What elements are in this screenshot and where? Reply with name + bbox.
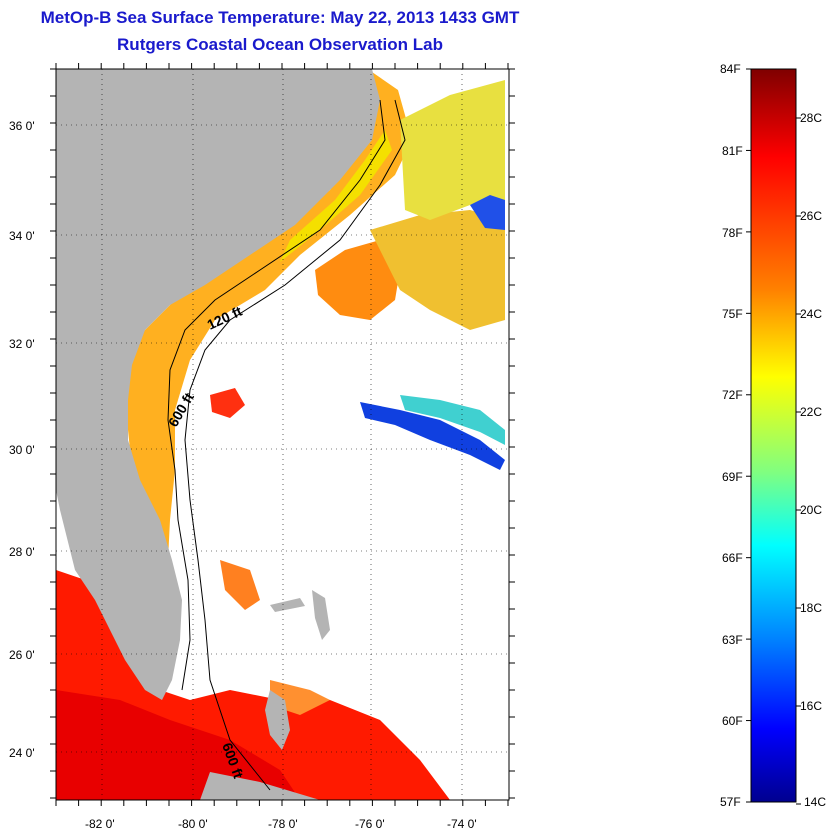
land-grand-bahama [270, 598, 305, 612]
lon-label-82: -82 0' [85, 817, 115, 831]
cb-f-69: 69F [722, 470, 743, 484]
contour-600ft [184, 99, 406, 791]
map-grid [56, 69, 509, 800]
lat-label-32: 32 0' [9, 337, 35, 351]
lon-label-74: -74 0' [447, 817, 477, 831]
sst-offshore-patch [370, 210, 505, 330]
map-title: MetOp-B Sea Surface Temperature: May 22,… [40, 8, 520, 27]
sst-gulf-red [56, 690, 300, 800]
cb-c-22: 22C [800, 405, 822, 419]
cb-f-78: 78F [722, 226, 743, 240]
sst-blue-eddy [470, 195, 505, 230]
lat-label-24: 24 0' [9, 746, 35, 760]
land-us-southeast [56, 69, 380, 700]
sst-bahamas-orange [220, 560, 260, 610]
colorbar [750, 68, 797, 803]
lat-label-26: 26 0' [9, 648, 35, 662]
cb-c-24: 24C [800, 307, 822, 321]
cb-f-81: 81F [722, 144, 743, 158]
land-abaco [312, 590, 330, 640]
cb-f-60: 60F [722, 714, 743, 728]
cb-c-14: 14C [804, 795, 826, 809]
lat-label-30: 30 0' [9, 443, 35, 457]
lat-label-28: 28 0' [9, 545, 35, 559]
map-subtitle: Rutgers Coastal Ocean Observation Lab [117, 35, 443, 54]
lon-label-80: -80 0' [178, 817, 208, 831]
cb-f-72: 72F [722, 388, 743, 402]
cb-f-66: 66F [722, 551, 743, 565]
sst-offshore-warm [315, 240, 400, 320]
cb-c-16: 16C [800, 699, 822, 713]
cb-f-75: 75F [722, 307, 743, 321]
colorbar-ticks [746, 68, 801, 805]
land-cuba [200, 772, 320, 800]
cb-f-63: 63F [722, 633, 743, 647]
lon-label-76: -76 0' [355, 817, 385, 831]
sst-northeast-yellow [400, 80, 505, 220]
lat-label-34: 34 0' [9, 229, 35, 243]
frame-ticks [50, 63, 515, 806]
lat-label-36: 36 0' [9, 119, 35, 133]
sst-front-blue [360, 402, 505, 470]
sst-red-patch [210, 388, 245, 418]
cb-f-84: 84F [720, 62, 741, 76]
sst-yellow-band [280, 130, 392, 262]
cb-c-18: 18C [800, 601, 822, 615]
sst-front-cyan [400, 395, 505, 445]
lon-label-78: -78 0' [268, 817, 298, 831]
contour-120ft [167, 99, 386, 691]
land-andros [265, 690, 290, 750]
cb-c-26: 26C [800, 209, 822, 223]
cb-f-57: 57F [720, 795, 741, 809]
cb-c-28: 28C [800, 111, 822, 125]
cb-c-20: 20C [800, 503, 822, 517]
